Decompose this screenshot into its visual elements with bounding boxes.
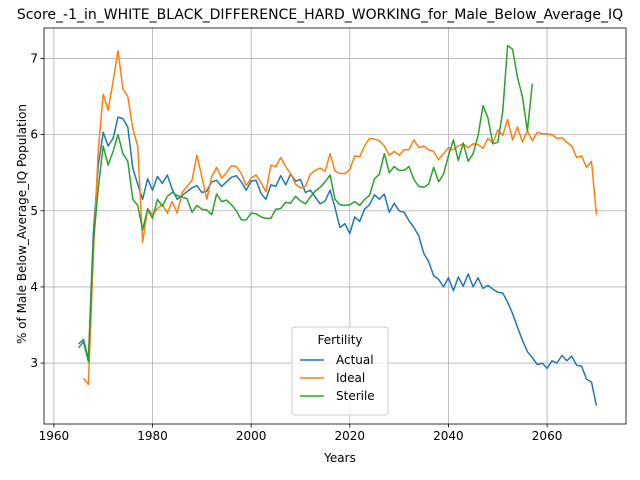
x-tick-label: 2040 xyxy=(433,429,464,443)
legend-label-ideal: Ideal xyxy=(336,371,365,385)
series-line-ideal xyxy=(82,50,598,386)
legend-box xyxy=(291,326,389,416)
legend-label-sterile: Sterile xyxy=(336,389,375,403)
x-tick-label: 2060 xyxy=(532,429,563,443)
y-axis-ticks: 3 4 5 6 7 xyxy=(30,51,44,370)
plot-frame xyxy=(43,27,627,425)
legend-title: Fertility xyxy=(317,333,362,347)
x-tick-label: 1960 xyxy=(39,429,70,443)
series-line-sterile xyxy=(77,44,534,363)
y-tick-label: 4 xyxy=(30,280,38,294)
y-tick-label: 7 xyxy=(30,51,38,65)
y-tick-label: 3 xyxy=(30,356,38,370)
x-axis-ticks: 1960 1980 2000 2020 2040 2060 xyxy=(39,424,563,443)
legend-entries: Actual Ideal Sterile xyxy=(300,353,375,403)
x-tick-label: 2000 xyxy=(236,429,267,443)
series-line-actual xyxy=(77,116,598,406)
series-lines xyxy=(77,44,598,406)
chart-title: Score_-1_in_WHITE_BLACK_DIFFERENCE_HARD_… xyxy=(17,7,623,23)
x-axis-label: Years xyxy=(323,451,356,465)
legend: Fertility Actual Ideal Sterile xyxy=(291,326,389,416)
x-tick-label: 2020 xyxy=(335,429,366,443)
y-tick-label: 5 xyxy=(30,204,38,218)
legend-label-actual: Actual xyxy=(336,353,374,367)
x-tick-label: 1980 xyxy=(137,429,168,443)
y-axis-label: % of Male Below_Average_IQ Population xyxy=(15,104,29,344)
y-tick-label: 6 xyxy=(30,128,38,142)
